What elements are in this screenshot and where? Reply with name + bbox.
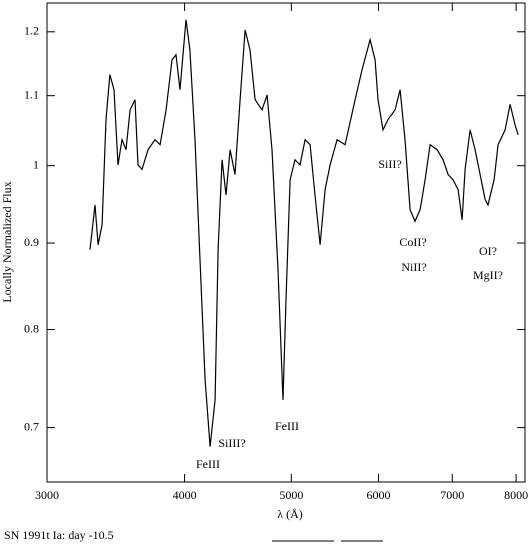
annotation: FeIII [196,457,220,471]
y-tick-label: 0.8 [24,321,39,335]
x-axis-label: λ (Å) [277,507,302,521]
x-tick-label: 8000 [504,488,528,502]
annotation: FeIII [275,419,299,433]
annotation: NiII? [401,260,426,274]
y-tick-label: 1.2 [24,24,39,38]
x-tick-label: 3000 [35,488,59,502]
y-tick-label: 0.9 [24,235,39,249]
y-tick-label: 1.1 [24,87,39,101]
x-tick-label: 6000 [367,488,391,502]
annotation: MgII? [473,268,503,282]
x-tick-label: 4000 [173,488,197,502]
plot-frame [46,2,526,483]
annotation: OI? [479,244,497,258]
x-tick-label: 5000 [279,488,303,502]
annotation: CoII? [399,235,426,249]
footer: SN 1991t Ia: day -10.5 [4,528,114,542]
y-tick-label: 0.7 [24,419,39,433]
annotation: SiII? [378,157,401,171]
y-tick-label: 1 [33,157,39,171]
annotation: SiIII? [218,436,245,450]
y-axis-label: Locally Normalized Flux [0,181,14,302]
x-tick-label: 7000 [440,488,464,502]
spectrum-line [89,19,519,447]
